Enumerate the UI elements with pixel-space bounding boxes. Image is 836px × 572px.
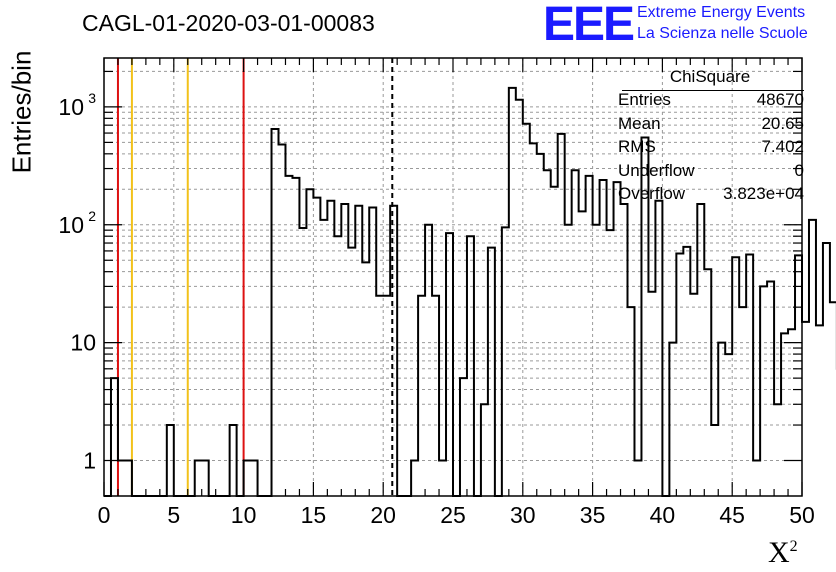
stats-row-mean: Mean 20.65: [612, 112, 804, 136]
stats-label: Mean: [618, 113, 661, 133]
stats-box: ChiSquare Entries 48670 Mean 20.65 RMS 7.40…: [612, 66, 804, 206]
stats-divider: [622, 90, 804, 91]
x-tick-label: 40: [650, 502, 676, 528]
y-tick-label: 10: [58, 212, 84, 238]
marker-lines: [116, 58, 394, 496]
x-tick-label: 20: [370, 502, 396, 528]
eee-tagline-1: Extreme Energy Events: [637, 4, 806, 21]
x-axis-label: X2: [768, 536, 798, 570]
stats-label: Overflow: [618, 184, 686, 203]
x-tick-label: 35: [580, 502, 606, 528]
y-tick-label: 10: [70, 330, 96, 356]
x-tick-label: 45: [719, 502, 745, 528]
stats-value: 7.402: [761, 137, 804, 156]
stats-value: 0: [794, 160, 804, 180]
y-tick-label: 10: [58, 94, 84, 120]
x-tick-label: 25: [440, 502, 466, 528]
x-tick-label: 5: [167, 502, 180, 528]
stats-row-rms: RMS 7.402: [612, 135, 804, 159]
x-tick-label: 10: [231, 502, 257, 528]
stats-row-overflow: Overflow 3.823e+04: [612, 182, 804, 206]
eee-logo: EEE: [543, 0, 635, 51]
x-tick-label: 0: [98, 502, 111, 528]
stats-value: 20.65: [761, 113, 804, 133]
stats-row-entries: Entries 48670: [612, 88, 804, 112]
x-tick-label: 15: [301, 502, 327, 528]
stats-value: 3.823e+04: [723, 184, 804, 203]
x-axis-label-base: X: [768, 536, 790, 569]
stats-value: 48670: [756, 90, 804, 109]
y-tick-exponent: 2: [88, 208, 96, 224]
y-axis-label: Entries/bin: [6, 50, 37, 174]
plot-title: CAGL-01-2020-03-01-00083: [82, 10, 375, 36]
eee-tagline-2: La Scienza nelle Scuole: [637, 25, 808, 42]
stats-label: Entries: [618, 90, 671, 109]
stats-row-underflow: Underflow 0: [612, 159, 804, 183]
y-tick-label: 1: [83, 448, 96, 474]
x-tick-label: 50: [789, 502, 815, 528]
x-tick-label: 30: [510, 502, 536, 528]
stats-title: ChiSquare: [669, 67, 751, 86]
histogram-series: [104, 86, 836, 497]
stats-label: Underflow: [618, 160, 695, 180]
y-tick-exponent: 3: [88, 90, 96, 106]
x-axis-label-superscript: 2: [789, 538, 798, 555]
stats-label: RMS: [618, 137, 656, 156]
